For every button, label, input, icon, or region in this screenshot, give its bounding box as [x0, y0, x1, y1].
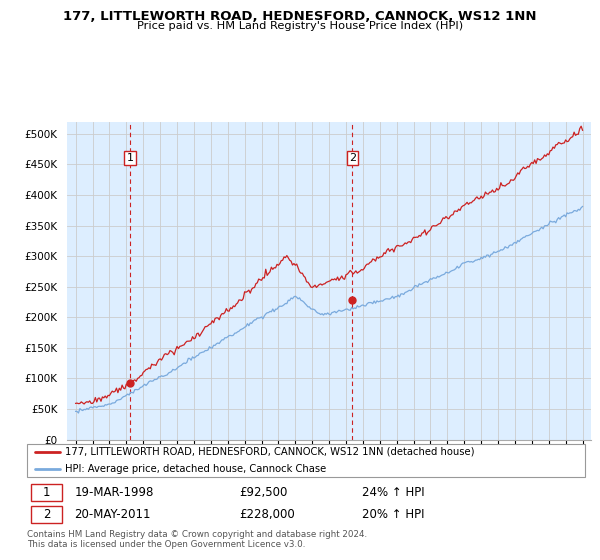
- Text: 19-MAR-1998: 19-MAR-1998: [74, 486, 154, 499]
- Text: Contains HM Land Registry data © Crown copyright and database right 2024.: Contains HM Land Registry data © Crown c…: [27, 530, 367, 539]
- Text: £92,500: £92,500: [239, 486, 287, 499]
- FancyBboxPatch shape: [31, 506, 62, 523]
- Text: 1: 1: [127, 153, 133, 163]
- Text: 1: 1: [43, 486, 50, 499]
- Text: 20-MAY-2011: 20-MAY-2011: [74, 508, 151, 521]
- Text: Price paid vs. HM Land Registry's House Price Index (HPI): Price paid vs. HM Land Registry's House …: [137, 21, 463, 31]
- Text: £228,000: £228,000: [239, 508, 295, 521]
- Text: 2: 2: [349, 153, 356, 163]
- FancyBboxPatch shape: [31, 484, 62, 501]
- FancyBboxPatch shape: [27, 444, 585, 477]
- Text: 177, LITTLEWORTH ROAD, HEDNESFORD, CANNOCK, WS12 1NN: 177, LITTLEWORTH ROAD, HEDNESFORD, CANNO…: [63, 10, 537, 23]
- Text: HPI: Average price, detached house, Cannock Chase: HPI: Average price, detached house, Cann…: [65, 464, 326, 474]
- Text: 2: 2: [43, 508, 50, 521]
- Text: 177, LITTLEWORTH ROAD, HEDNESFORD, CANNOCK, WS12 1NN (detached house): 177, LITTLEWORTH ROAD, HEDNESFORD, CANNO…: [65, 447, 475, 457]
- Text: This data is licensed under the Open Government Licence v3.0.: This data is licensed under the Open Gov…: [27, 540, 305, 549]
- Text: 20% ↑ HPI: 20% ↑ HPI: [362, 508, 424, 521]
- Text: 24% ↑ HPI: 24% ↑ HPI: [362, 486, 424, 499]
